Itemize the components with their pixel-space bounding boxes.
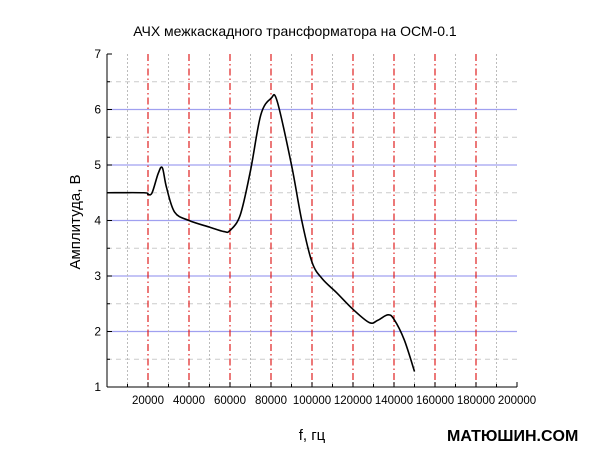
- x-axis-label: f, гц: [299, 427, 326, 444]
- y-axis-label: Амплитуда, В: [67, 174, 84, 269]
- y-tick-label: 5: [94, 158, 101, 172]
- x-tick-label: 20000: [132, 395, 164, 407]
- x-tick-label: 120000: [334, 395, 372, 407]
- y-tick-label: 2: [94, 325, 101, 339]
- chart-title: АЧХ межкаскадного трансформатора на ОСМ-…: [133, 23, 457, 39]
- x-tick-label: 100000: [293, 395, 331, 407]
- x-tick-label: 80000: [255, 395, 287, 407]
- grid: [107, 54, 517, 387]
- watermark: МАТЮШИН.COM: [447, 428, 579, 445]
- x-tick-label: 140000: [375, 395, 413, 407]
- x-tick-label: 200000: [498, 395, 536, 407]
- y-tick-label: 1: [94, 380, 101, 394]
- y-tick-label: 4: [94, 214, 101, 228]
- x-tick-label: 160000: [416, 395, 454, 407]
- axes: [106, 53, 518, 388]
- series-line: [106, 93, 416, 372]
- y-tick-label: 3: [94, 269, 101, 283]
- x-tick-label: 40000: [173, 395, 205, 407]
- x-tick-label: 180000: [457, 395, 495, 407]
- y-tick-label: 7: [94, 47, 101, 61]
- x-tick-label: 60000: [214, 395, 246, 407]
- y-tick-label: 6: [94, 103, 101, 117]
